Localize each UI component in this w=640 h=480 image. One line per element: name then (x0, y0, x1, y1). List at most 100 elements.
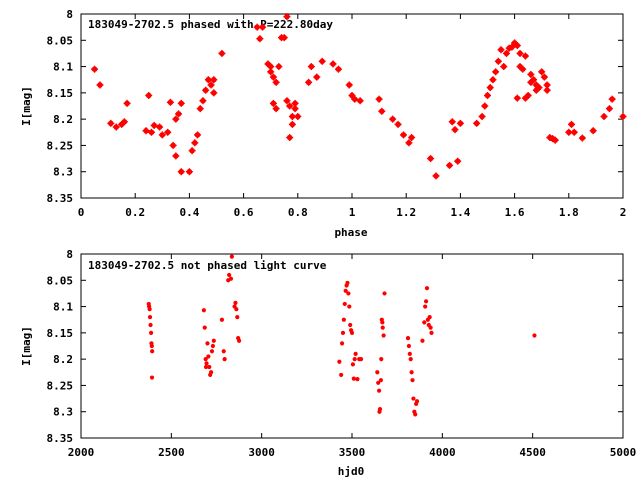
unphased-y-axis-title: I[mag] (20, 326, 33, 366)
unphased-data-point (342, 301, 347, 307)
unphased-data-point (375, 370, 380, 375)
unphased-data-point (409, 370, 414, 375)
unphased-data-point (148, 330, 154, 335)
unphased-data-point (420, 338, 425, 343)
unphased-data-point (348, 322, 353, 328)
unphased-x-tick-label: 2000 (68, 446, 95, 459)
phased-x-tick-label: 0.2 (125, 206, 145, 219)
unphased-data-point (410, 378, 415, 383)
unphased-data-point (413, 412, 418, 417)
unphased-data-point (429, 330, 434, 335)
unphased-data-point (414, 399, 420, 404)
unphased-x-tick-label: 3500 (339, 446, 366, 459)
unphased-plot-frame (80, 253, 624, 439)
unphased-x-tick-label: 2500 (158, 446, 185, 459)
phased-plot-title: 183049-2702.5 phased with P=222.80day (88, 18, 333, 31)
phased-light-curve-panel: 183049-2702.5 phased with P=222.80day ph… (20, 8, 627, 239)
phased-y-axis-title: I[mag] (20, 86, 33, 126)
unphased-data-point (221, 349, 226, 354)
phased-y-tick-label: 8.3 (53, 166, 73, 179)
unphased-data-point (351, 376, 356, 381)
unphased-data-point (376, 380, 381, 385)
unphased-x-tick-label: 5000 (610, 446, 637, 459)
phased-y-tick-label: 8.1 (53, 61, 73, 74)
unphased-data-point (228, 276, 234, 281)
unphased-data-point (233, 300, 238, 305)
unphased-data-point (204, 361, 209, 366)
phased-x-tick-label: 0.8 (288, 206, 308, 219)
phased-x-tick-label: 1.6 (505, 206, 525, 219)
unphased-data-point (380, 320, 385, 325)
unphased-y-tick-label: 8.35 (47, 432, 74, 445)
unphased-data-point (343, 288, 348, 293)
phased-plot-frame (80, 13, 624, 199)
unphased-data-point (377, 388, 382, 393)
unphased-data-point (407, 351, 412, 356)
unphased-data-point (380, 325, 385, 330)
phased-x-tick-label: 0.4 (179, 206, 199, 219)
unphased-data-point (405, 336, 411, 341)
unphased-y-tick-label: 8.15 (47, 327, 74, 340)
unphased-data-point (350, 362, 356, 367)
unphased-data-point (203, 364, 209, 370)
unphased-data-point (236, 338, 242, 343)
phased-y-tick-label: 8.2 (53, 113, 73, 126)
unphased-ticks: 2000 2500 3000 3500 4000 4500 5000 8 8.05 8.1 8.15… (47, 248, 637, 459)
phased-x-tick-label: 2 (620, 206, 627, 219)
unphased-data-point (423, 304, 428, 309)
unphased-y-tick-label: 8.3 (53, 406, 73, 419)
unphased-data-point (382, 291, 387, 296)
unphased-data-point (337, 359, 342, 364)
unphased-data-point (353, 351, 358, 356)
unphased-data-point (358, 357, 364, 362)
unphased-y-tick-label: 8 (66, 248, 73, 261)
unphased-x-tick-label: 4500 (519, 446, 546, 459)
unphased-plot-title: 183049-2702.5 not phased light curve (88, 259, 327, 272)
unphased-data-point (207, 364, 212, 370)
unphased-data-point (209, 349, 215, 354)
unphased-data-point (229, 254, 234, 259)
unphased-data-point (149, 375, 155, 380)
unphased-data-point (222, 357, 227, 362)
phased-points (91, 13, 627, 180)
unphased-data-point (208, 370, 214, 375)
unphased-data-point (219, 317, 225, 322)
phased-y-tick-label: 8.35 (47, 192, 74, 205)
phased-x-tick-label: 0.6 (234, 206, 254, 219)
phased-y-tick-label: 8.25 (47, 139, 74, 152)
unphased-x-axis-title: hjd0 (338, 465, 365, 478)
unphased-data-point (349, 330, 355, 335)
unphased-data-point (227, 272, 232, 278)
unphased-data-point (428, 325, 433, 330)
unphased-data-point (345, 280, 350, 286)
unphased-data-point (352, 357, 357, 362)
unphased-y-tick-label: 8.05 (47, 274, 74, 287)
phased-x-tick-label: 1.2 (396, 206, 416, 219)
unphased-data-point (378, 378, 384, 383)
phased-y-tick-label: 8.05 (47, 34, 74, 47)
phased-x-tick-label: 1 (349, 206, 356, 219)
unphased-data-point (427, 314, 432, 320)
unphased-x-tick-label: 4000 (429, 446, 456, 459)
unphased-data-point (408, 357, 413, 362)
unphased-data-point (206, 354, 211, 359)
unphased-data-point (202, 325, 207, 330)
phased-y-tick-label: 8.15 (47, 87, 74, 100)
unphased-points (146, 254, 537, 417)
unphased-data-point (381, 333, 386, 338)
unphased-data-point (205, 341, 210, 346)
phased-x-tick-label: 1.8 (559, 206, 579, 219)
unphased-y-tick-label: 8.2 (53, 353, 73, 366)
unphased-data-point (377, 406, 383, 412)
unphased-y-tick-label: 8.1 (53, 301, 73, 314)
unphased-data-point (235, 314, 240, 320)
phased-ticks: 0 0.2 0.4 0.6 0.8 1 1.2 1.4 1.6 1.8 2 8 8.05 8.1 8.15 8… (47, 8, 627, 219)
unphased-x-tick-label: 3000 (248, 446, 275, 459)
phased-y-tick-label: 8 (66, 8, 73, 21)
unphased-data-point (411, 396, 416, 401)
unphased-data-point (211, 338, 216, 343)
unphased-data-point (339, 341, 345, 346)
phased-x-tick-label: 0 (78, 206, 85, 219)
unphased-data-point (339, 372, 344, 378)
